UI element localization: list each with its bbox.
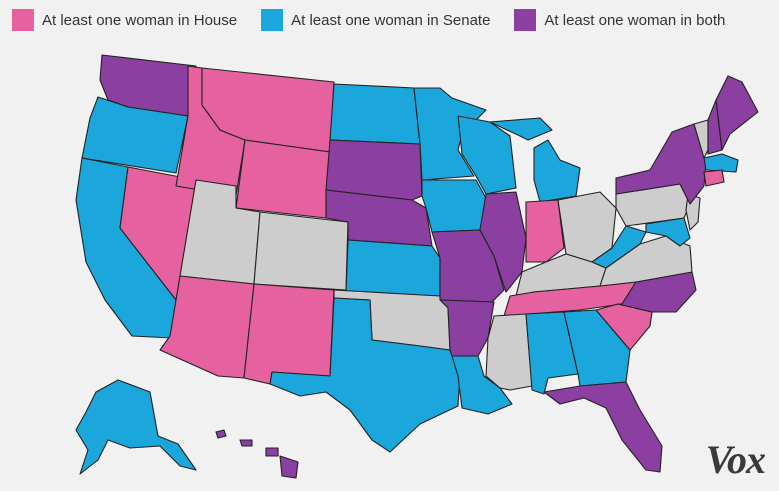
state-SD <box>325 139 423 201</box>
legend-item-house: At least one woman in House <box>12 9 237 31</box>
state-IL <box>479 191 527 293</box>
legend-item-senate: At least one woman in Senate <box>261 9 490 31</box>
state-ND <box>329 83 421 145</box>
legend-swatch-house <box>12 9 34 31</box>
state-OR <box>81 96 189 174</box>
state-AK <box>75 379 197 475</box>
legend-item-both: At least one woman in both <box>514 9 725 31</box>
state-WY <box>235 139 331 219</box>
state-MN <box>413 87 487 181</box>
state-KS <box>345 239 441 297</box>
us-map <box>75 54 759 479</box>
legend-swatch-both <box>514 9 537 31</box>
state-MA <box>703 153 739 173</box>
vox-logo: Vox <box>705 437 766 482</box>
legend-label-both: At least one woman in both <box>544 11 726 29</box>
state-CO <box>253 211 349 291</box>
state-NM <box>243 283 335 385</box>
state-CT <box>703 169 725 187</box>
state-HI <box>215 429 299 479</box>
legend-label-senate: At least one woman in Senate <box>291 11 491 29</box>
state-VA <box>599 235 693 287</box>
legend: At least one woman in House At least one… <box>12 9 769 31</box>
state-TX <box>269 297 461 453</box>
state-WI <box>457 115 517 195</box>
state-IN <box>525 199 565 263</box>
state-MD <box>645 217 691 247</box>
state-ME <box>715 75 759 151</box>
state-LA <box>451 355 513 415</box>
state-FL <box>543 381 663 473</box>
state-MS <box>485 313 533 391</box>
legend-label-house: At least one woman in House <box>42 11 238 29</box>
legend-swatch-senate <box>261 9 284 31</box>
state-IA <box>421 179 487 233</box>
state-MI <box>489 117 581 203</box>
state-SC <box>595 303 653 351</box>
